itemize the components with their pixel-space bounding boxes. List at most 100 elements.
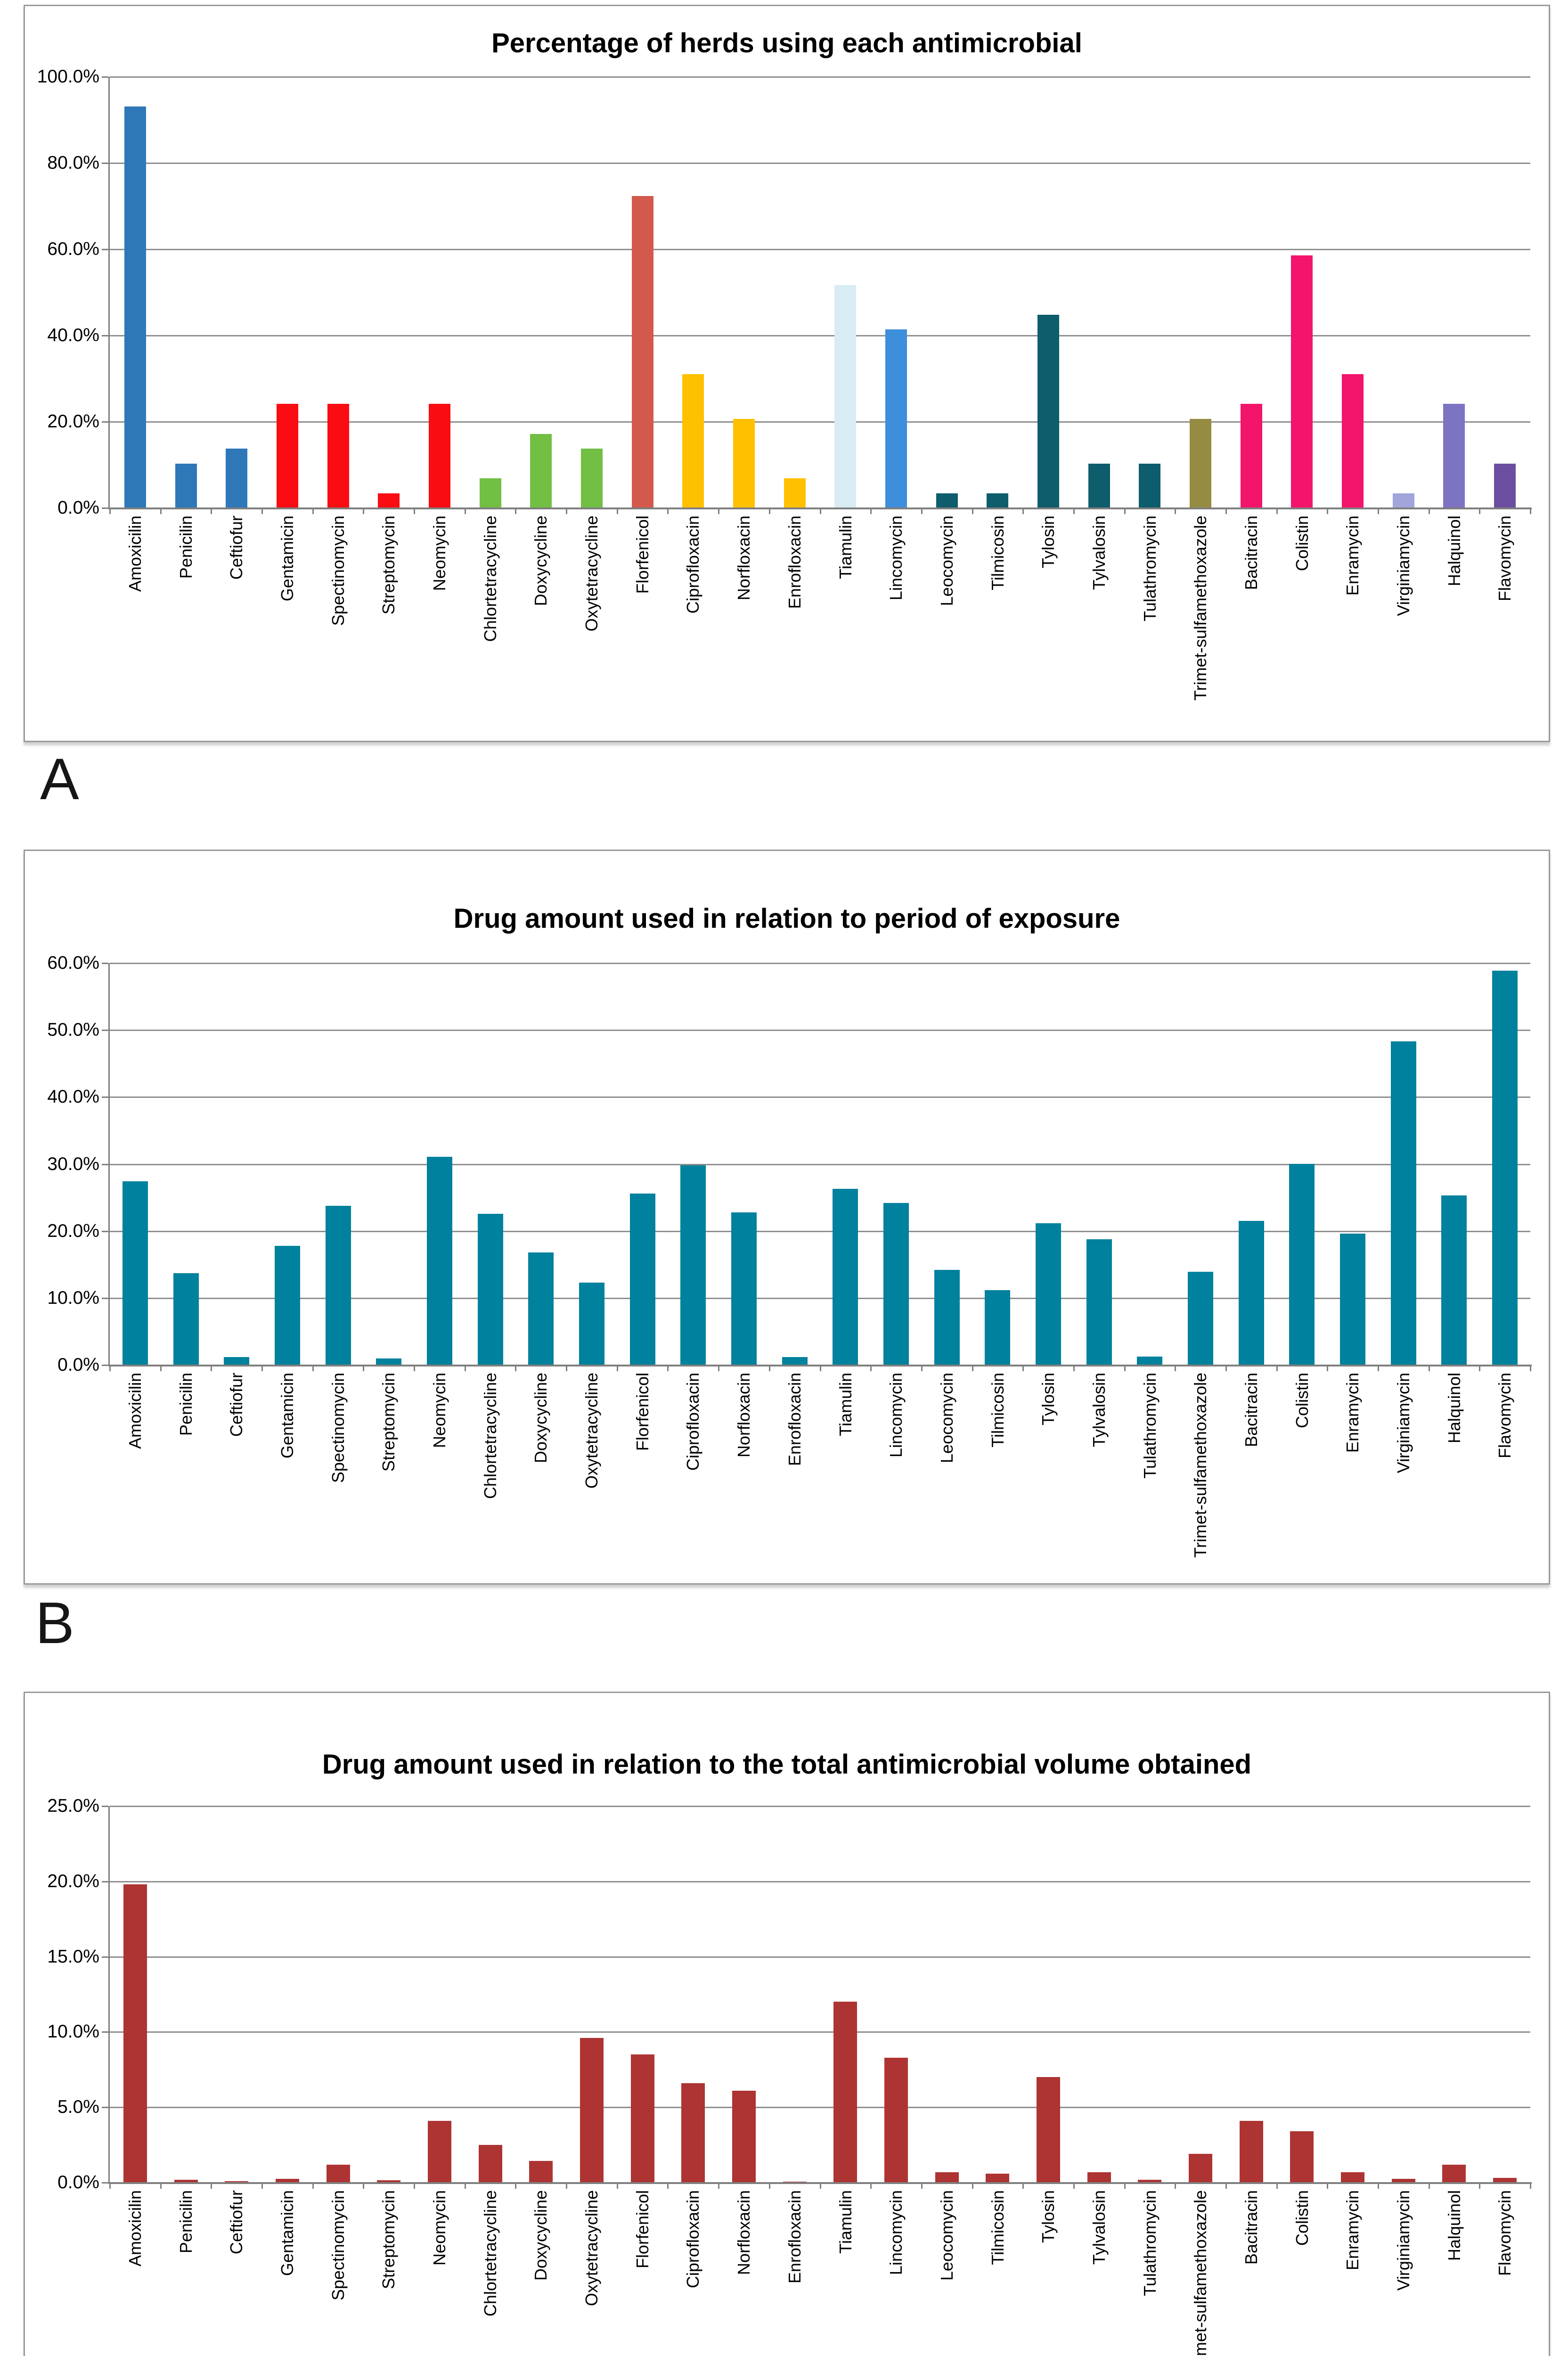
- bar-Ceftiofur: [224, 1357, 249, 1365]
- bar-Penicilin: [173, 1273, 199, 1365]
- x-category-label: Tiamulin: [836, 1373, 855, 1436]
- gridline-40: [110, 1096, 1530, 1098]
- x-axis-tick: [617, 509, 618, 514]
- x-axis-tick: [972, 509, 973, 514]
- bar-Leocomycin: [935, 2172, 959, 2183]
- x-axis-tick: [870, 1366, 872, 1371]
- y-tick-label: 40.0%: [47, 1087, 99, 1107]
- bar-Flavomycin: [1492, 971, 1518, 1365]
- x-axis-tick: [1530, 1366, 1531, 1371]
- y-tick-label: 10.0%: [47, 2021, 99, 2042]
- y-tick-label: 80.0%: [47, 153, 99, 173]
- x-axis-tick: [972, 2184, 973, 2189]
- x-category-label: Tulathromycin: [1140, 2190, 1160, 2296]
- x-axis-tick: [515, 509, 516, 514]
- x-category-label: Ceftiofur: [227, 2190, 246, 2255]
- bar-Ceftiofur: [226, 449, 247, 508]
- x-category-label: Chlortetracycline: [481, 515, 500, 642]
- x-category-label: Ciprofloxacin: [683, 2190, 702, 2289]
- x-axis-tick: [870, 509, 872, 514]
- x-category-label: Enrofloxacin: [785, 515, 804, 609]
- x-category-label: Tylvalosin: [1089, 515, 1109, 590]
- bar-Florfenicol: [632, 196, 653, 508]
- bar-Tylosin: [1037, 2077, 1060, 2183]
- x-category-label: Streptomycin: [379, 515, 398, 615]
- x-category-label: Flavomycin: [1495, 2190, 1514, 2276]
- x-category-label: Amoxicilin: [125, 515, 145, 592]
- bar-Trimet-sulfamethoxazole: [1190, 419, 1211, 508]
- gridline-15: [110, 1956, 1530, 1958]
- y-axis-tick: [102, 963, 108, 964]
- bar-Tilmicosin: [987, 493, 1008, 508]
- bar-Ciprofloxacin: [681, 2083, 705, 2183]
- x-axis-tick: [1225, 509, 1227, 514]
- x-axis: [108, 2182, 1532, 2184]
- gridline-30: [110, 1164, 1530, 1165]
- x-axis-tick: [160, 1366, 162, 1371]
- x-category-label: Colistin: [1292, 1373, 1312, 1429]
- x-category-label: Colistin: [1292, 2190, 1312, 2246]
- y-axis-tick: [102, 1096, 108, 1098]
- y-axis-tick: [102, 1806, 108, 1807]
- x-axis-tick: [1175, 2184, 1176, 2189]
- bar-Tilmicosin: [986, 2174, 1009, 2183]
- x-axis-tick: [1124, 2184, 1126, 2189]
- bar-Gentamicin: [277, 404, 298, 508]
- x-axis-tick: [820, 1366, 821, 1371]
- x-axis-tick: [1073, 1366, 1075, 1371]
- bar-Spectinomycin: [327, 404, 349, 508]
- chart-a-title: Percentage of herds using each antimicro…: [491, 28, 1082, 58]
- bar-Florfenicol: [630, 1194, 655, 1365]
- bar-Florfenicol: [631, 2054, 654, 2183]
- gridline-60: [110, 963, 1530, 964]
- panel-label-b: B: [35, 1591, 74, 1656]
- x-axis-tick: [820, 509, 821, 514]
- y-tick-label: 30.0%: [47, 1154, 99, 1174]
- bar-Trimet-sulfamethoxazole: [1189, 2154, 1212, 2183]
- chart-b-plot: 60.0% 50.0% 40.0% 30.0% 20.0% 10.0% 0.0% Amoxic…: [47, 851, 1532, 1583]
- bar-Tylosin: [1037, 315, 1059, 508]
- x-category-label: Chlortetracycline: [481, 2190, 500, 2317]
- x-category-label: Tilmicosin: [988, 2190, 1007, 2265]
- gridline-25: [110, 1806, 1530, 1807]
- bar-Ceftiofur: [225, 2181, 248, 2183]
- x-axis-tick: [1530, 2184, 1531, 2189]
- bar-Penicilin: [174, 2180, 198, 2183]
- x-axis-tick: [1175, 1366, 1176, 1371]
- x-category-label: Lincomycin: [886, 2190, 906, 2275]
- y-axis-tick: [102, 1231, 108, 1232]
- x-axis-tick: [261, 2184, 263, 2189]
- x-category-label: Spectinomycin: [328, 1373, 348, 1483]
- bar-Amoxicilin: [122, 1181, 148, 1365]
- x-category-label: Enramycin: [1343, 1373, 1362, 1453]
- x-category-label: Colistin: [1292, 515, 1312, 572]
- x-axis-tick: [1429, 509, 1430, 514]
- x-axis-tick: [1022, 509, 1024, 514]
- x-category-label: Gentamicin: [278, 515, 297, 602]
- x-category-label: Enrofloxacin: [785, 1373, 804, 1466]
- x-category-label: Ciprofloxacin: [683, 515, 702, 614]
- x-axis-tick: [1022, 2184, 1024, 2189]
- x-category-label: Enramycin: [1343, 2190, 1362, 2271]
- bar-Bacitracin: [1241, 404, 1262, 508]
- x-axis-tick: [1378, 1366, 1379, 1371]
- x-category-label: Penicilin: [176, 515, 196, 579]
- x-category-label: Virginiamycin: [1394, 1373, 1413, 1473]
- bar-Bacitracin: [1240, 2121, 1263, 2183]
- x-axis-tick: [769, 1366, 770, 1371]
- x-category-label: Norfloxacin: [734, 515, 753, 601]
- x-axis-tick: [211, 509, 212, 514]
- bar-Tylvalosin: [1088, 464, 1110, 508]
- y-axis-tick: [102, 2031, 108, 2033]
- x-axis-tick: [312, 509, 314, 514]
- x-category-label: Ceftiofur: [227, 1373, 246, 1437]
- x-category-label: Gentamicin: [278, 1373, 297, 1459]
- x-axis: [108, 507, 1532, 509]
- gridline-20: [110, 1231, 1530, 1232]
- x-axis-tick: [870, 2184, 872, 2189]
- x-category-label: Tylvalosin: [1089, 2190, 1109, 2265]
- x-axis-tick: [465, 1366, 466, 1371]
- x-axis-tick: [921, 509, 923, 514]
- x-category-label: Halquinol: [1445, 2190, 1464, 2261]
- x-axis-tick: [667, 509, 669, 514]
